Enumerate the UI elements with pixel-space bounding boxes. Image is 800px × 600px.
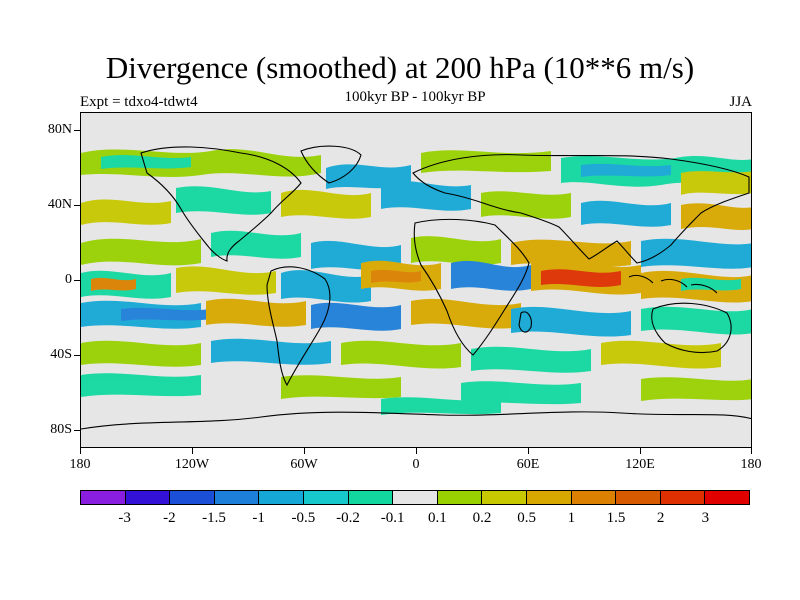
lon-label: 180 — [740, 457, 762, 472]
lat-label: 80S — [50, 422, 72, 437]
map-panel — [80, 112, 752, 448]
lon-tick — [416, 448, 417, 454]
lat-label: 40N — [47, 197, 72, 212]
colorbar — [80, 490, 750, 505]
lon-tick — [304, 448, 305, 454]
colorbar-swatch — [571, 491, 617, 504]
lon-tick — [528, 448, 529, 454]
colorbar-label: 0.5 — [517, 510, 537, 526]
colorbar-label: -0.5 — [291, 510, 316, 526]
lat-tick — [74, 280, 80, 281]
lat-tick — [74, 430, 80, 431]
colorbar-label: -3 — [118, 510, 131, 526]
map-title: Divergence (smoothed) at 200 hPa (10**6 … — [105, 50, 695, 85]
colorbar-swatch — [214, 491, 260, 504]
colorbar-swatch — [526, 491, 572, 504]
lat-tick — [74, 355, 80, 356]
season-label: JJA — [729, 94, 752, 110]
colorbar-swatch — [616, 491, 661, 504]
colorbar-swatch — [170, 491, 215, 504]
colorbar-swatch — [660, 491, 706, 504]
colorbar-label: -0.2 — [336, 510, 360, 526]
lon-tick — [192, 448, 193, 454]
colorbar-swatch — [303, 491, 349, 504]
contour-fill-layer — [81, 149, 751, 415]
coastlines — [81, 145, 751, 430]
colorbar-label: -0.1 — [380, 510, 405, 526]
map-subtitle: 100kyr BP - 100kyr BP — [344, 89, 486, 105]
colorbar-label: 2 — [656, 510, 665, 526]
colorbar-label: -1 — [252, 510, 265, 526]
colorbar-swatch — [393, 491, 438, 504]
colorbar-label: 1 — [567, 510, 576, 526]
colorbar-label: 0.2 — [472, 510, 492, 526]
lon-label: 180 — [69, 457, 91, 472]
colorbar-swatch — [348, 491, 394, 504]
colorbar-swatch — [125, 491, 171, 504]
colorbar-label: 3 — [701, 510, 710, 526]
colorbar-swatch — [259, 491, 304, 504]
lon-tick — [80, 448, 81, 454]
colorbar-swatch — [482, 491, 527, 504]
lon-tick — [751, 448, 752, 454]
lat-label: 80N — [47, 122, 72, 137]
colorbar-label: -2 — [163, 510, 176, 526]
colorbar-label: -1.5 — [202, 510, 226, 526]
lat-label: 0 — [65, 272, 72, 287]
colorbar-swatch — [81, 491, 126, 504]
lon-tick — [640, 448, 641, 454]
colorbar-swatch — [437, 491, 483, 504]
lon-label: 120E — [625, 457, 655, 472]
experiment-label: Expt = tdxo4-tdwt4 — [80, 94, 198, 110]
lat-tick — [74, 130, 80, 131]
colorbar-label: 1.5 — [606, 510, 626, 526]
lon-label: 60E — [516, 457, 540, 472]
lon-label: 120W — [174, 457, 210, 472]
lat-label: 40S — [50, 347, 72, 362]
lat-tick — [74, 205, 80, 206]
lon-label: 0 — [412, 457, 420, 472]
colorbar-label: 0.1 — [427, 510, 447, 526]
colorbar-swatch — [705, 491, 749, 504]
lon-label: 60W — [290, 457, 318, 472]
divergence-field — [81, 113, 751, 447]
